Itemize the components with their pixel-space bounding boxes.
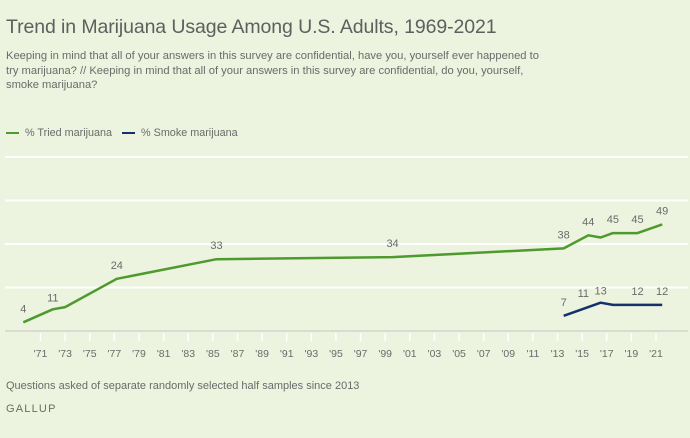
data-label: 11 [578,288,589,300]
data-label: 13 [594,286,606,298]
footnote: Questions asked of separate randomly sel… [6,380,360,392]
x-tick-label: '03 [428,348,442,360]
data-label: 45 [631,214,643,226]
x-tick-label: '17 [600,348,614,360]
data-label: 49 [656,205,668,217]
legend: % Tried marijuana % Smoke marijuana [6,127,248,139]
x-tick-label: '73 [58,348,72,360]
data-label: 24 [111,260,123,272]
data-label: 12 [631,286,643,298]
x-tick-label: '09 [501,348,515,360]
series-line-tried [22,223,663,324]
data-label: 34 [386,238,398,250]
data-label: 12 [656,286,668,298]
x-tick-label: '91 [280,348,294,360]
x-tick-label: '11 [526,348,539,360]
legend-swatch-smoke [122,131,136,135]
legend-swatch-tried [6,131,19,135]
x-tick-label: '19 [625,348,639,360]
data-label: 11 [47,292,58,304]
x-tick-label: '77 [108,348,122,360]
x-tick-label: '93 [304,348,318,360]
x-tick-label: '85 [206,348,220,360]
data-label: 38 [558,229,570,241]
x-tick-label: '15 [575,348,589,360]
x-tick-label: '21 [649,348,663,360]
x-tick-label: '87 [231,348,245,360]
x-tick-label: '99 [378,348,392,360]
legend-item-tried[interactable]: % Tried marijuana [6,127,112,139]
legend-label-smoke: % Smoke marijuana [141,127,238,139]
data-label: 7 [561,297,567,309]
series-line-smoke [563,301,663,317]
x-tick-label: '13 [551,348,565,360]
series-lines [22,223,663,324]
chart-title: Trend in Marijuana Usage Among U.S. Adul… [6,16,497,38]
data-label: 45 [607,214,619,226]
x-axis: '71 '73 '75 '77 '79 '81 '83 '85 '87 '89 '91 '93 '95 '… [5,330,688,360]
data-label: 44 [582,216,594,228]
x-tick-label: '75 [83,348,97,360]
x-tick-label: '07 [477,348,491,360]
x-tick-label: '01 [403,348,417,360]
gallup-logo: GALLUP [6,403,57,415]
x-tick-label: '81 [157,348,171,360]
x-tick-label: '95 [329,348,343,360]
data-label: 33 [210,240,222,252]
x-tick-label: '97 [354,348,368,360]
x-tick-label: '05 [452,348,466,360]
x-tick-label: '89 [255,348,269,360]
x-tick-label: '71 [34,348,48,360]
data-labels: 4 11 24 33 34 38 44 45 45 49 7 11 13 12 12 [20,205,668,315]
legend-label-tried: % Tried marijuana [25,127,113,139]
x-tick-label: '83 [181,348,195,360]
data-label: 4 [20,303,26,315]
chart-subtitle: Keeping in mind that all of your answers… [6,50,539,91]
x-tick-label: '79 [132,348,146,360]
legend-item-smoke[interactable]: % Smoke marijuana [122,127,238,139]
